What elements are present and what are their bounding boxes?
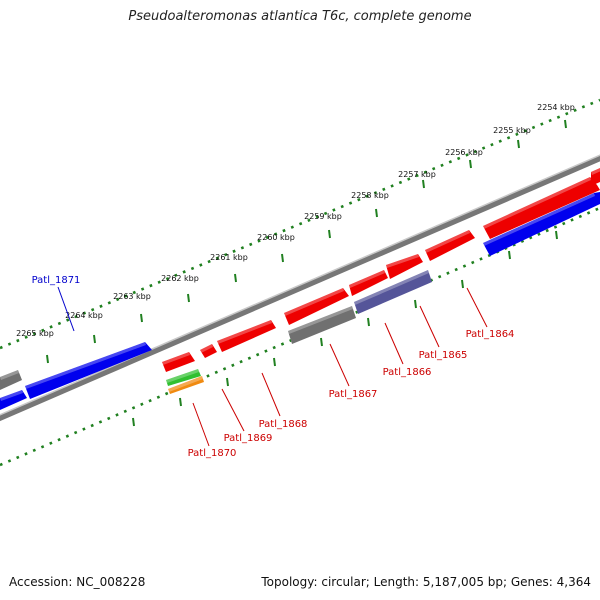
gene-arrow-red: [386, 254, 423, 279]
gene-arrow-blue-bevel: [0, 390, 23, 401]
gene-label-patl_1869: Patl_1869: [224, 433, 273, 444]
gene-arrow-green-bevel: [166, 369, 199, 383]
gene-arrow-gray-bevel: [0, 370, 19, 380]
gene-arrow-red: [217, 320, 276, 352]
accession-text: Accession: NC_008228: [9, 575, 146, 589]
gene-arrow-red-bevel: [349, 270, 385, 288]
outer-major-tick: [281, 253, 284, 263]
inner-major-tick: [226, 377, 229, 387]
gene-arrow-red: [162, 352, 195, 372]
inner-major-tick: [508, 250, 511, 260]
outer-major-tick: [93, 334, 96, 344]
scale-label: 2261 kbp: [210, 253, 248, 262]
gene-arrow-red-bevel: [483, 177, 591, 229]
gene-arrow-orange-bevel: [168, 376, 203, 392]
outer-major-tick: [46, 354, 49, 364]
gene-arrow-purple-bevel: [354, 270, 429, 305]
inner-major-tick: [179, 397, 182, 407]
inner-major-tick: [461, 279, 464, 289]
inner-major-tick: [367, 317, 370, 327]
gene-arrow-red: [483, 177, 600, 239]
inner-major-tick: [132, 417, 135, 427]
gene-label-patl_1865: Patl_1865: [419, 350, 468, 361]
gene-callout-line: [221, 388, 245, 432]
genome-summary-text: Topology: circular; Length: 5,187,005 bp…: [261, 575, 591, 589]
scale-label: 2257 kbp: [398, 170, 436, 179]
gene-label-patl_1864: Patl_1864: [466, 329, 515, 340]
outer-major-tick: [564, 119, 567, 129]
outer-tick-track: [0, 98, 600, 350]
outer-major-tick: [422, 179, 425, 189]
gene-arrow-red: [200, 344, 217, 358]
gene-arrow-red: [425, 230, 475, 261]
scale-label: 2264 kbp: [65, 311, 103, 320]
backbone-strand-line: [0, 154, 600, 422]
outer-major-tick: [234, 273, 237, 283]
gene-label-patl_1870: Patl_1870: [188, 448, 237, 459]
scale-label: 2258 kbp: [351, 191, 389, 200]
gene-arrow-red: [349, 270, 388, 296]
map-title: Pseudoalteromonas atlantica T6c, complet…: [128, 9, 472, 24]
outer-major-tick: [140, 313, 143, 323]
gene-arrow-blue: [25, 342, 152, 399]
gene-callout-line: [57, 286, 75, 332]
inner-major-tick: [555, 230, 558, 240]
gene-arrow-green: [166, 369, 201, 386]
gene-arrow-purple: [354, 270, 432, 314]
gene-arrow-red-bevel: [591, 168, 600, 175]
gene-arrow-orange: [168, 376, 204, 394]
gene-callout-line: [261, 372, 281, 417]
outer-major-tick: [517, 139, 520, 149]
gene-arrow-red-bevel: [425, 230, 470, 253]
scale-label: 2265 kbp: [16, 329, 54, 338]
outer-major-tick: [187, 293, 190, 303]
gene-arrow-gray: [288, 306, 356, 344]
outer-major-tick: [328, 229, 331, 239]
gene-callout-line: [419, 305, 440, 348]
gene-arrow-red-bevel: [284, 288, 344, 316]
gene-arrow-red-bevel: [200, 344, 213, 353]
gene-arrow-red: [591, 168, 600, 186]
gene-label-patl_1866: Patl_1866: [383, 367, 432, 378]
backbone-highlight-line: [0, 154, 600, 416]
gene-arrow-gray-bevel: [288, 306, 353, 334]
scale-label: 2255 kbp: [493, 126, 531, 135]
outer-major-tick: [375, 208, 378, 218]
gene-callout-line: [384, 322, 404, 365]
gene-arrow-gray: [0, 370, 22, 390]
scale-label: 2260 kbp: [257, 233, 295, 242]
gene-arrow-blue: [483, 192, 600, 256]
gene-arrow-blue: [0, 390, 27, 410]
gene-label-patl_1871: Patl_1871: [32, 275, 81, 286]
gene-arrow-blue-bevel: [483, 193, 595, 246]
inner-major-tick: [320, 337, 323, 347]
scale-label: 2256 kbp: [445, 148, 483, 157]
gene-arrow-red-bevel: [386, 254, 419, 268]
gene-label-patl_1868: Patl_1868: [259, 419, 308, 430]
gene-arrow-red-bevel: [217, 320, 272, 344]
scale-label: 2259 kbp: [304, 212, 342, 221]
gene-callout-line: [192, 402, 210, 447]
gene-arrow-blue-bevel: [25, 342, 146, 389]
outer-major-tick: [469, 159, 472, 169]
scale-label: 2263 kbp: [113, 292, 151, 301]
inner-major-tick: [414, 299, 417, 309]
gene-label-patl_1867: Patl_1867: [329, 389, 378, 400]
gene-arrow-red-bevel: [162, 352, 190, 365]
scale-label: 2254 kbp: [537, 103, 575, 112]
inner-major-tick: [273, 357, 276, 367]
gene-arrow-red: [284, 288, 349, 325]
gene-callout-line: [329, 343, 350, 387]
scale-label: 2262 kbp: [161, 274, 199, 283]
gene-callout-line: [466, 287, 488, 328]
